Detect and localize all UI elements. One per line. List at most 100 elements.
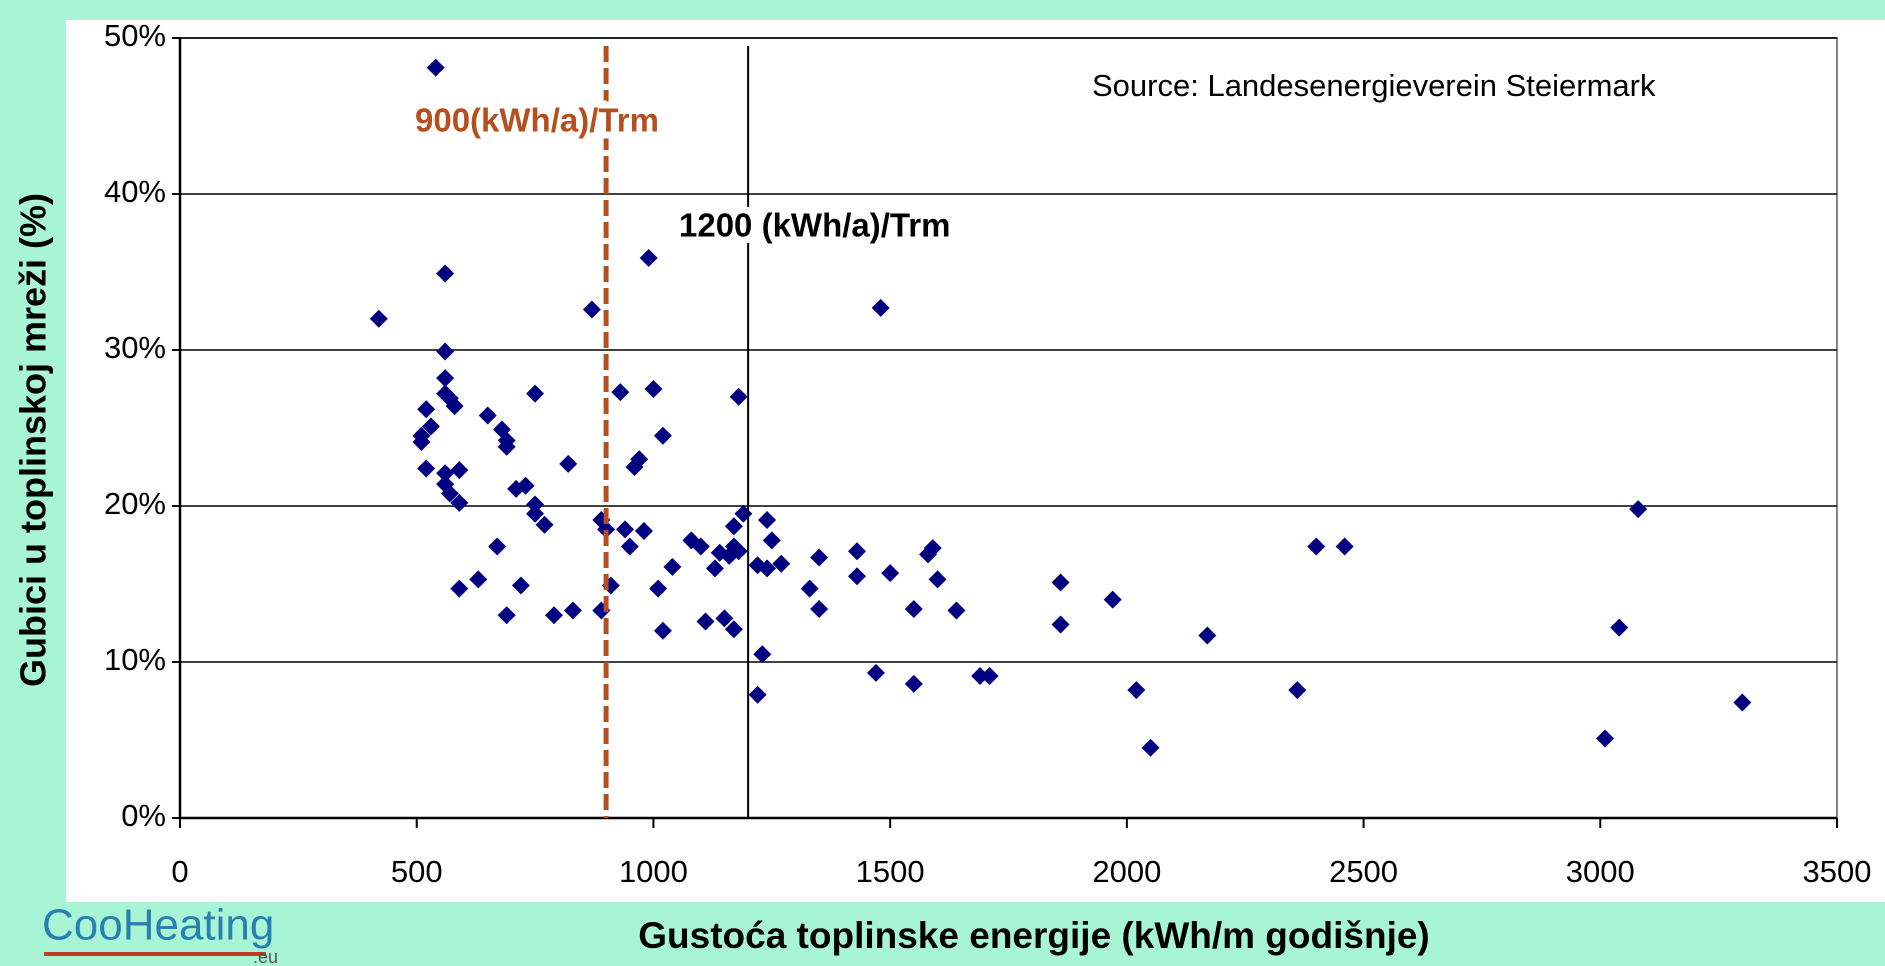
x-tick-label: 500 <box>391 854 443 889</box>
point <box>582 300 601 319</box>
point <box>653 426 672 445</box>
point <box>772 554 791 573</box>
point <box>450 461 469 480</box>
point <box>426 58 445 77</box>
point <box>691 537 710 556</box>
point <box>1629 500 1648 519</box>
point <box>871 298 890 317</box>
point <box>1335 537 1354 556</box>
point <box>848 567 867 586</box>
logo-suffix: .eu <box>253 947 278 966</box>
point <box>488 537 507 556</box>
point <box>1733 693 1752 712</box>
point <box>810 548 829 567</box>
point <box>715 609 734 628</box>
point <box>1610 618 1629 637</box>
point <box>417 400 436 419</box>
x-tick-label: 2500 <box>1329 854 1398 889</box>
point <box>644 380 663 398</box>
point <box>469 570 488 589</box>
point <box>630 450 649 469</box>
point <box>516 476 535 495</box>
logo-text: CooHeating <box>42 901 274 950</box>
point <box>762 531 781 550</box>
point <box>724 620 743 639</box>
point <box>729 387 748 406</box>
point <box>497 437 516 456</box>
point <box>758 559 777 578</box>
point <box>663 557 682 576</box>
point <box>597 520 616 539</box>
point <box>904 674 923 693</box>
point <box>450 493 469 512</box>
point <box>653 621 672 640</box>
point <box>436 264 455 283</box>
y-axis-title: Gubici u toplinskoj mreži (%) <box>13 193 54 687</box>
point <box>971 667 990 686</box>
point <box>848 542 867 561</box>
point <box>724 537 743 556</box>
y-tick-label: 0% <box>121 798 166 833</box>
point <box>748 685 767 704</box>
y-tick-label: 10% <box>104 642 166 677</box>
point <box>1307 537 1326 556</box>
source-note: Source: Landesenergieverein Steiermark <box>1092 68 1656 103</box>
x-tick-label: 1000 <box>619 854 688 889</box>
point <box>611 383 630 402</box>
y-tick-label: 30% <box>104 330 166 365</box>
point <box>1288 681 1307 700</box>
point <box>616 520 635 539</box>
point <box>800 579 819 598</box>
point <box>980 667 999 686</box>
reference-label: 900(kWh/a)/Trm <box>415 102 659 139</box>
y-tick-label: 40% <box>104 174 166 209</box>
point <box>436 342 455 361</box>
point <box>545 606 564 625</box>
point <box>436 464 455 483</box>
point <box>497 606 516 625</box>
point <box>923 539 942 558</box>
y-tick-label: 50% <box>104 18 166 53</box>
point <box>445 397 464 416</box>
point <box>649 579 668 598</box>
x-tick-label: 3000 <box>1566 854 1635 889</box>
logo: CooHeating .eu <box>42 901 278 966</box>
point <box>705 559 724 578</box>
point <box>559 454 578 473</box>
point <box>436 369 455 388</box>
x-axis-title: Gustoća toplinske energije (kWh/m godišn… <box>638 915 1430 956</box>
point <box>369 309 388 328</box>
point <box>1198 626 1217 645</box>
x-tick-label: 0 <box>171 854 188 889</box>
chart-panel <box>66 20 1885 902</box>
point <box>511 576 530 595</box>
point <box>753 645 772 664</box>
point <box>563 601 582 620</box>
point <box>450 579 469 598</box>
point <box>620 537 639 556</box>
point <box>724 517 743 536</box>
point <box>412 433 431 452</box>
point <box>478 406 497 425</box>
point <box>535 515 554 534</box>
point <box>421 417 440 436</box>
point <box>417 459 436 478</box>
point <box>866 663 885 682</box>
point <box>758 511 777 530</box>
point <box>1103 590 1122 609</box>
logo-bar <box>44 952 266 956</box>
point <box>1127 681 1146 700</box>
point <box>440 484 459 503</box>
point <box>526 504 545 523</box>
point <box>881 564 900 583</box>
point <box>1051 573 1070 592</box>
point <box>1596 729 1615 748</box>
point <box>928 570 947 589</box>
point <box>1141 738 1160 757</box>
point <box>526 384 545 403</box>
point <box>696 612 715 631</box>
point <box>639 248 658 267</box>
point <box>1051 615 1070 634</box>
point <box>947 601 966 620</box>
